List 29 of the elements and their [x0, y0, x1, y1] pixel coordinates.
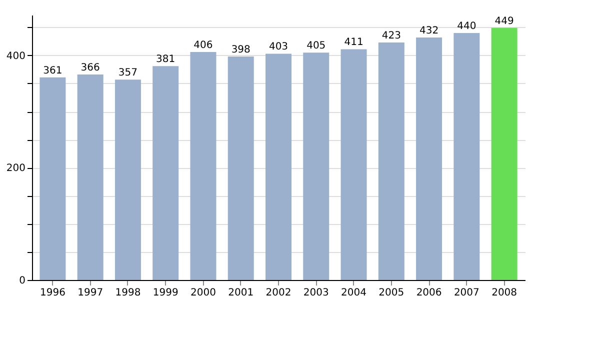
- data-label: 449: [494, 16, 514, 27]
- x-tick-label: 1999: [152, 288, 178, 298]
- x-tick-label: 1996: [40, 288, 66, 298]
- x-tick-label: 2000: [190, 288, 216, 298]
- x-tick-label: 2006: [416, 288, 442, 298]
- x-tick-label: 2008: [492, 288, 518, 298]
- x-tick-label: 1998: [115, 288, 141, 298]
- data-label: 403: [268, 42, 288, 53]
- x-tick-label: 2003: [303, 288, 329, 298]
- data-label: 432: [419, 25, 439, 36]
- data-label: 357: [118, 68, 138, 79]
- x-tick-label: 2005: [378, 288, 404, 298]
- x-tick-label: 2002: [266, 288, 292, 298]
- x-tick-label: 1997: [78, 288, 104, 298]
- data-label: 366: [80, 62, 100, 74]
- x-tick-label: 2001: [228, 288, 254, 298]
- data-label: 440: [457, 20, 476, 32]
- data-label: 361: [43, 65, 62, 76]
- y-tick-label: 0: [19, 276, 26, 286]
- data-label: 411: [344, 37, 364, 48]
- x-tick-label: 2004: [341, 288, 366, 298]
- data-label: 398: [231, 44, 250, 56]
- data-label: 423: [382, 30, 401, 42]
- data-label: 381: [156, 54, 176, 66]
- data-label: 405: [306, 40, 326, 52]
- x-tick-label: 2007: [454, 288, 480, 298]
- y-tick-label: 400: [6, 50, 26, 62]
- data-label: 406: [194, 40, 213, 52]
- y-tick-label: 200: [6, 163, 26, 174]
